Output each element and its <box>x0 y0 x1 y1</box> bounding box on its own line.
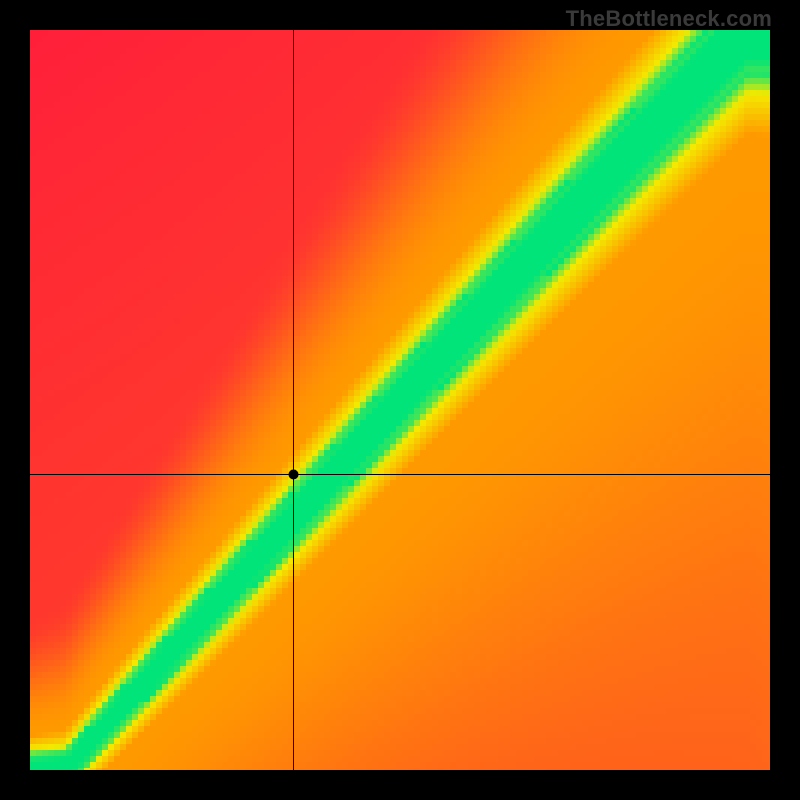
watermark-text: TheBottleneck.com <box>566 6 772 32</box>
heatmap-plot <box>30 30 770 770</box>
heatmap-canvas <box>30 30 770 770</box>
